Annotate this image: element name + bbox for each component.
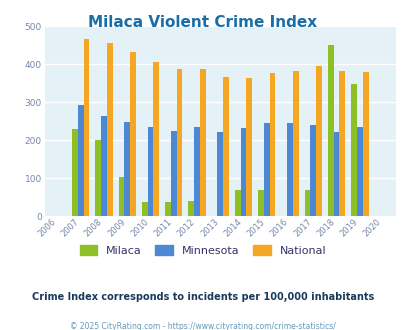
Bar bbox=[78, 105, 83, 216]
Bar bbox=[153, 62, 159, 216]
Bar bbox=[263, 123, 269, 216]
Bar bbox=[292, 71, 298, 216]
Bar bbox=[223, 77, 228, 216]
Bar bbox=[350, 84, 356, 216]
Bar bbox=[101, 115, 107, 216]
Bar bbox=[246, 78, 252, 216]
Bar bbox=[304, 189, 309, 216]
Bar bbox=[171, 131, 176, 216]
Bar bbox=[258, 189, 263, 216]
Bar bbox=[164, 202, 171, 216]
Bar bbox=[72, 129, 78, 216]
Bar bbox=[286, 123, 292, 216]
Bar bbox=[315, 66, 321, 216]
Bar bbox=[188, 201, 194, 216]
Bar bbox=[269, 74, 275, 216]
Bar bbox=[234, 189, 240, 216]
Bar bbox=[362, 72, 368, 216]
Bar bbox=[339, 71, 344, 216]
Bar bbox=[95, 140, 101, 216]
Text: Milaca Violent Crime Index: Milaca Violent Crime Index bbox=[88, 15, 317, 30]
Text: Crime Index corresponds to incidents per 100,000 inhabitants: Crime Index corresponds to incidents per… bbox=[32, 292, 373, 302]
Bar bbox=[141, 202, 147, 216]
Bar bbox=[124, 122, 130, 216]
Bar bbox=[309, 125, 315, 216]
Bar bbox=[333, 132, 339, 216]
Bar bbox=[194, 127, 199, 216]
Bar bbox=[240, 128, 246, 216]
Bar bbox=[118, 177, 124, 216]
Bar bbox=[147, 127, 153, 216]
Bar bbox=[356, 127, 362, 216]
Bar bbox=[107, 44, 113, 216]
Legend: Milaca, Minnesota, National: Milaca, Minnesota, National bbox=[75, 241, 330, 260]
Bar bbox=[176, 69, 182, 216]
Bar bbox=[327, 45, 333, 216]
Bar bbox=[83, 39, 89, 216]
Text: © 2025 CityRating.com - https://www.cityrating.com/crime-statistics/: © 2025 CityRating.com - https://www.city… bbox=[70, 322, 335, 330]
Bar bbox=[130, 52, 136, 216]
Bar bbox=[217, 132, 223, 216]
Bar bbox=[199, 69, 205, 216]
